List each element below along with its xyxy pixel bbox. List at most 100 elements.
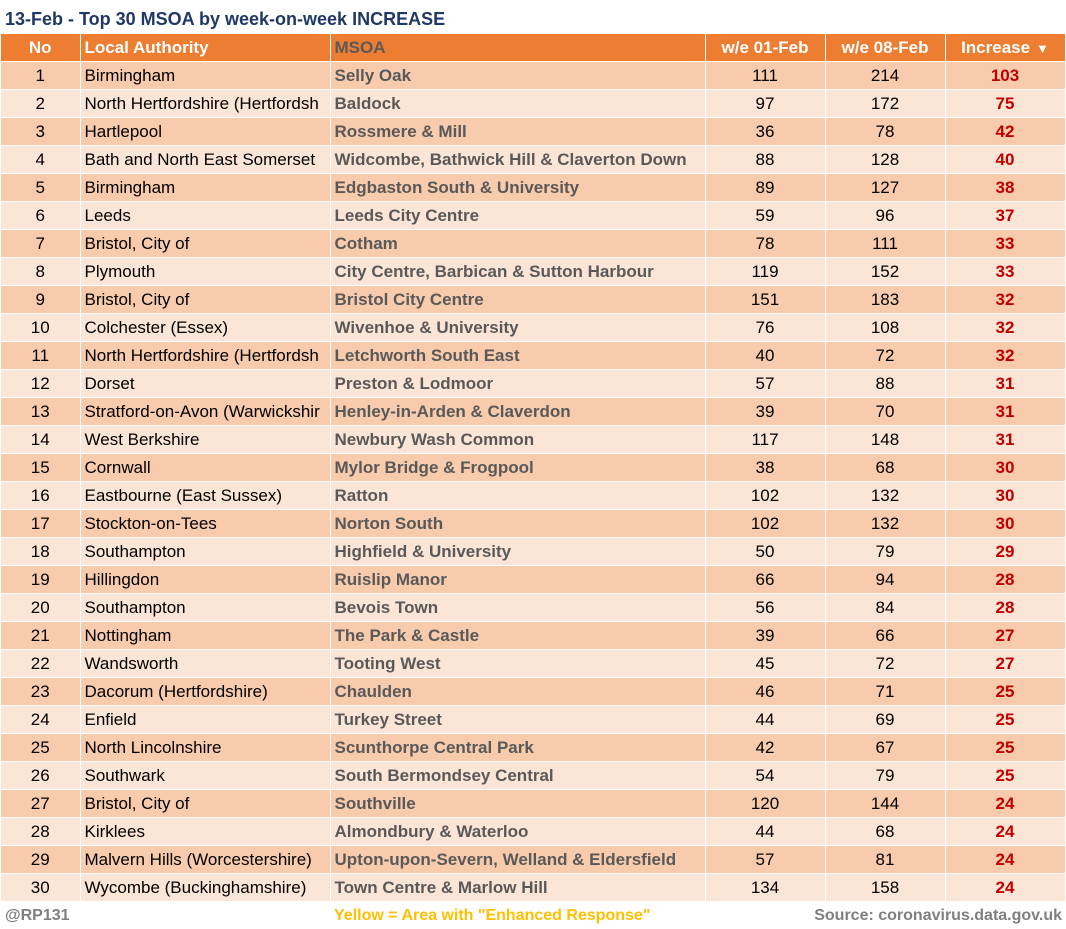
cell-no: 20 — [1, 593, 81, 622]
table-row: 12 Dorset Preston & Lodmoor 57 88 31 — [1, 369, 1066, 398]
table-row: 13 Stratford-on-Avon (Warwickshir Henley-i… — [1, 397, 1066, 426]
table-row: 23 Dacorum (Hertfordshire) Chaulden 46 71 25 — [1, 677, 1066, 706]
cell-week1-cases: 102 — [705, 481, 826, 510]
cell-week1-cases: 44 — [705, 817, 826, 846]
cell-msoa: Turkey Street — [330, 705, 706, 734]
cell-increase: 24 — [945, 817, 1066, 846]
column-header-increase[interactable]: Increase ▼ — [945, 34, 1066, 62]
cell-week1-cases: 46 — [705, 677, 826, 706]
cell-local-authority: Cornwall — [80, 453, 331, 482]
cell-no: 5 — [1, 173, 81, 202]
cell-week1-cases: 151 — [705, 285, 826, 314]
sort-descending-icon[interactable]: ▼ — [1036, 40, 1049, 56]
cell-no: 18 — [1, 537, 81, 566]
cell-msoa: Selly Oak — [330, 61, 706, 90]
cell-week1-cases: 40 — [705, 341, 826, 370]
column-header-local-authority[interactable]: Local Authority — [80, 34, 331, 62]
cell-increase: 29 — [945, 537, 1066, 566]
cell-increase: 33 — [945, 257, 1066, 286]
cell-msoa: The Park & Castle — [330, 621, 706, 650]
cell-no: 4 — [1, 145, 81, 174]
cell-no: 8 — [1, 257, 81, 286]
cell-week2-cases: 148 — [825, 425, 946, 454]
cell-week2-cases: 67 — [825, 733, 946, 762]
page-title: 13-Feb - Top 30 MSOA by week-on-week INC… — [5, 9, 446, 29]
cell-week2-cases: 78 — [825, 117, 946, 146]
cell-week1-cases: 59 — [705, 201, 826, 230]
cell-week2-cases: 70 — [825, 397, 946, 426]
cell-msoa: Leeds City Centre — [330, 201, 706, 230]
column-header-msoa[interactable]: MSOA — [330, 34, 706, 62]
msoa-table: No Local Authority MSOA w/e 01-Feb w/e 0… — [1, 34, 1066, 901]
column-header-no[interactable]: No — [1, 34, 81, 62]
cell-increase: 28 — [945, 593, 1066, 622]
cell-local-authority: Bristol, City of — [80, 789, 331, 818]
cell-week1-cases: 66 — [705, 565, 826, 594]
cell-week1-cases: 38 — [705, 453, 826, 482]
cell-local-authority: Eastbourne (East Sussex) — [80, 481, 331, 510]
cell-no: 29 — [1, 845, 81, 874]
cell-week1-cases: 39 — [705, 397, 826, 426]
cell-local-authority: Birmingham — [80, 173, 331, 202]
table-row: 28 Kirklees Almondbury & Waterloo 44 68 24 — [1, 817, 1066, 846]
cell-local-authority: North Hertfordshire (Hertfordsh — [80, 341, 331, 370]
cell-local-authority: Hartlepool — [80, 117, 331, 146]
cell-local-authority: Southampton — [80, 537, 331, 566]
cell-msoa: Bevois Town — [330, 593, 706, 622]
cell-no: 16 — [1, 481, 81, 510]
cell-week2-cases: 132 — [825, 481, 946, 510]
cell-increase: 33 — [945, 229, 1066, 258]
table-row: 26 Southwark South Bermondsey Central 54 79 2… — [1, 761, 1066, 790]
table-row: 5 Birmingham Edgbaston South & University 8… — [1, 173, 1066, 202]
cell-no: 28 — [1, 817, 81, 846]
cell-msoa: Southville — [330, 789, 706, 818]
cell-week1-cases: 39 — [705, 621, 826, 650]
table-row: 8 Plymouth City Centre, Barbican & Sutton … — [1, 257, 1066, 286]
cell-increase: 32 — [945, 313, 1066, 342]
cell-week2-cases: 127 — [825, 173, 946, 202]
table-row: 17 Stockton-on-Tees Norton South 102 132 30 — [1, 509, 1066, 538]
cell-week1-cases: 50 — [705, 537, 826, 566]
cell-increase: 42 — [945, 117, 1066, 146]
cell-week2-cases: 172 — [825, 89, 946, 118]
cell-week2-cases: 158 — [825, 873, 946, 901]
cell-no: 3 — [1, 117, 81, 146]
cell-msoa: Widcombe, Bathwick Hill & Claverton Down — [330, 145, 706, 174]
table-row: 7 Bristol, City of Cotham 78 111 33 — [1, 229, 1066, 258]
column-header-week2[interactable]: w/e 08-Feb — [825, 34, 946, 62]
cell-no: 26 — [1, 761, 81, 790]
table-row: 25 North Lincolnshire Scunthorpe Central P… — [1, 733, 1066, 762]
cell-msoa: Ruislip Manor — [330, 565, 706, 594]
cell-week1-cases: 97 — [705, 89, 826, 118]
cell-week1-cases: 36 — [705, 117, 826, 146]
table-row: 27 Bristol, City of Southville 120 144 24 — [1, 789, 1066, 818]
cell-increase: 24 — [945, 873, 1066, 901]
cell-increase: 27 — [945, 649, 1066, 678]
cell-increase: 24 — [945, 789, 1066, 818]
cell-local-authority: Plymouth — [80, 257, 331, 286]
cell-no: 14 — [1, 425, 81, 454]
source-credit: Source: coronavirus.data.gov.uk — [814, 907, 1062, 924]
cell-increase: 25 — [945, 677, 1066, 706]
cell-local-authority: West Berkshire — [80, 425, 331, 454]
cell-no: 1 — [1, 61, 81, 90]
cell-local-authority: Hillingdon — [80, 565, 331, 594]
cell-msoa: Cotham — [330, 229, 706, 258]
cell-week2-cases: 84 — [825, 593, 946, 622]
cell-week2-cases: 69 — [825, 705, 946, 734]
cell-msoa: Norton South — [330, 509, 706, 538]
table-row: 2 North Hertfordshire (Hertfordsh Baldock 9… — [1, 89, 1066, 118]
cell-week1-cases: 89 — [705, 173, 826, 202]
column-header-week1[interactable]: w/e 01-Feb — [705, 34, 826, 62]
cell-week1-cases: 57 — [705, 845, 826, 874]
cell-no: 19 — [1, 565, 81, 594]
cell-no: 17 — [1, 509, 81, 538]
cell-local-authority: Nottingham — [80, 621, 331, 650]
cell-msoa: Upton-upon-Severn, Welland & Eldersfield — [330, 845, 706, 874]
cell-no: 15 — [1, 453, 81, 482]
cell-increase: 30 — [945, 509, 1066, 538]
cell-increase: 32 — [945, 341, 1066, 370]
cell-msoa: Letchworth South East — [330, 341, 706, 370]
cell-week2-cases: 71 — [825, 677, 946, 706]
cell-local-authority: Leeds — [80, 201, 331, 230]
